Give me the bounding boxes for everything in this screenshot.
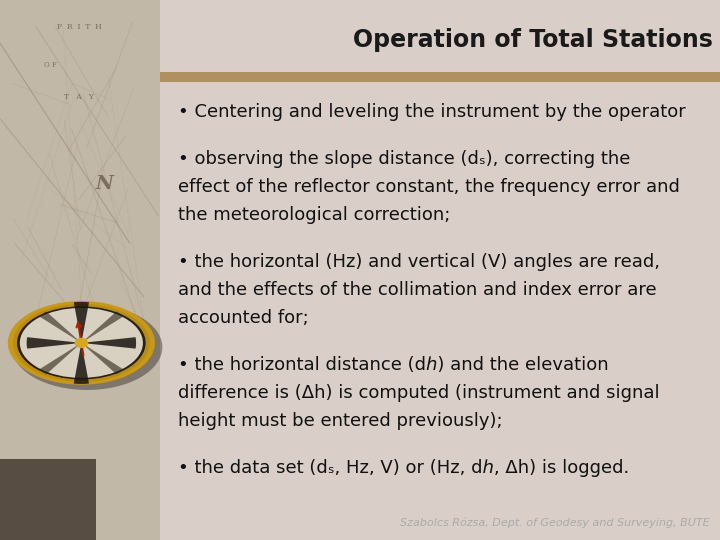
Text: and the effects of the collimation and index error are: and the effects of the collimation and i… (178, 281, 657, 299)
Ellipse shape (17, 306, 145, 380)
Wedge shape (40, 312, 81, 343)
Text: Operation of Total Stations: Operation of Total Stations (353, 29, 713, 52)
Ellipse shape (19, 308, 143, 378)
Text: • observing the slope distance (dₛ), correcting the: • observing the slope distance (dₛ), cor… (178, 150, 630, 167)
Wedge shape (81, 312, 123, 343)
Wedge shape (81, 343, 123, 374)
Wedge shape (73, 302, 89, 343)
Text: effect of the reflector constant, the frequency error and: effect of the reflector constant, the fr… (178, 178, 680, 195)
Text: Szabolcs Rózsa, Dept. of Geodesy and Surveying, BUTE: Szabolcs Rózsa, Dept. of Geodesy and Sur… (400, 518, 709, 528)
Text: difference is (Δh) is computed (instrument and signal: difference is (Δh) is computed (instrume… (178, 384, 660, 402)
Text: accounted for;: accounted for; (178, 309, 309, 327)
Text: • the horizontal (Hz) and vertical (V) angles are read,: • the horizontal (Hz) and vertical (V) a… (178, 253, 660, 271)
Bar (0, 459, 96, 540)
Wedge shape (81, 337, 136, 349)
Bar (160, 72, 720, 82)
Text: F  R  I  T  H: F R I T H (57, 23, 102, 31)
Bar (0, 0, 160, 540)
Ellipse shape (8, 301, 155, 384)
Wedge shape (40, 343, 81, 374)
Wedge shape (73, 343, 89, 384)
Text: height must be entered previously);: height must be entered previously); (178, 412, 503, 430)
Wedge shape (27, 337, 81, 349)
Text: • the data set (dₛ, Hz, V) or (Hz, dℎ, Δh) is logged.: • the data set (dₛ, Hz, V) or (Hz, dℎ, Δ… (178, 459, 629, 477)
Text: • the horizontal distance (dℎ) and the elevation: • the horizontal distance (dℎ) and the e… (178, 356, 608, 374)
Ellipse shape (12, 305, 163, 390)
Text: the meteorological correction;: the meteorological correction; (178, 206, 450, 224)
Text: O F: O F (44, 61, 57, 69)
Text: N: N (96, 174, 113, 193)
Ellipse shape (13, 304, 150, 382)
Text: T   A   Y: T A Y (64, 93, 94, 101)
Circle shape (75, 338, 89, 348)
Text: • Centering and leveling the instrument by the operator: • Centering and leveling the instrument … (178, 103, 685, 120)
